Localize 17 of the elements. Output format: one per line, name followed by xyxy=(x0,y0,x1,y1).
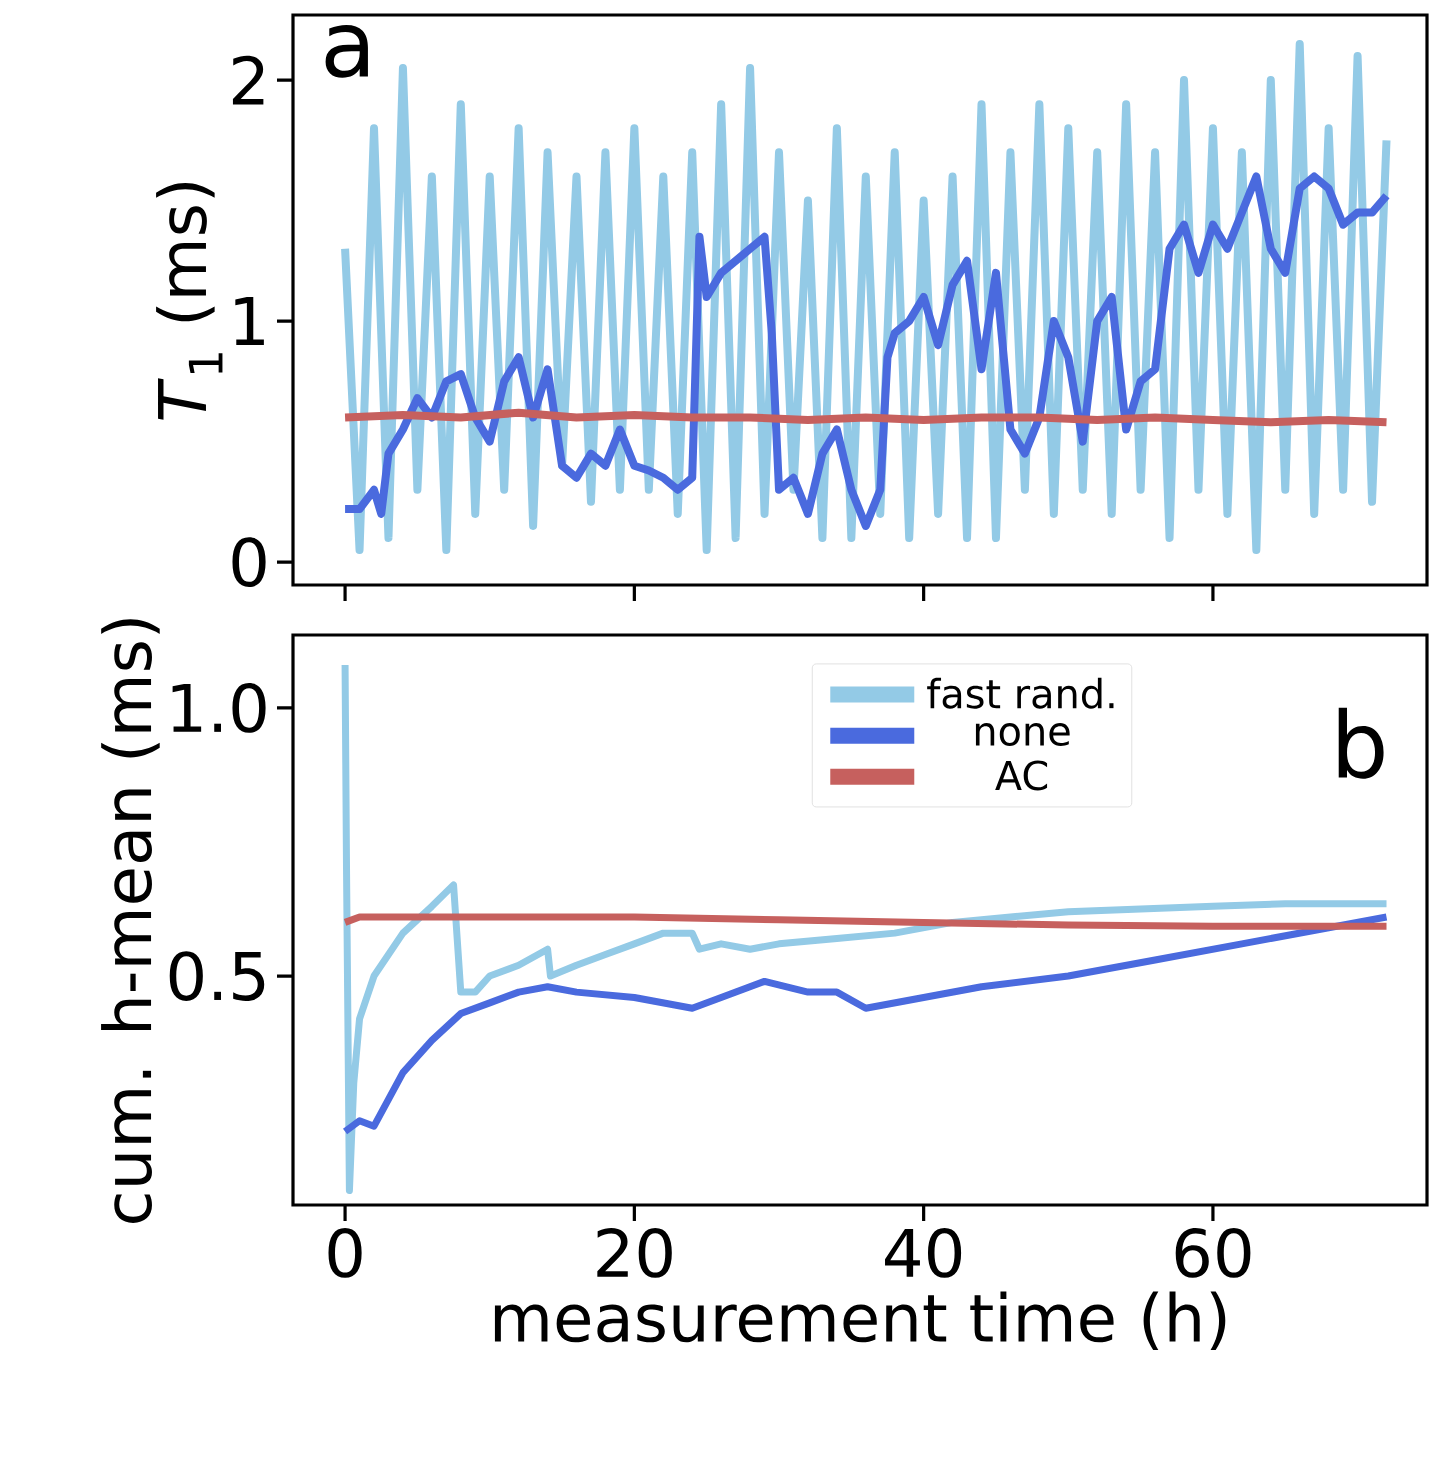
x-tick-label: 40 xyxy=(885,1228,962,1278)
y-tick-label: 2 xyxy=(232,55,264,105)
legend-label: fast rand. xyxy=(927,677,1114,709)
x-tick-label: 20 xyxy=(597,1228,672,1278)
y-axis-title: T$_{1}$ (ms) xyxy=(156,183,223,420)
y-tick-label: 0 xyxy=(232,537,266,587)
y-axis-title: cum. h-mean (ms) xyxy=(101,619,160,1223)
annotation: b xyxy=(1338,707,1384,779)
y-tick-label: 1.0 xyxy=(172,683,266,733)
annotation: a xyxy=(325,25,368,78)
y-tick-label: 1 xyxy=(235,297,264,346)
legend-label: AC xyxy=(995,760,1048,791)
x-axis-title: measurement time (h) xyxy=(494,1291,1226,1351)
x-tick-label: 0 xyxy=(328,1228,362,1278)
legend-label: none xyxy=(975,723,1070,746)
x-tick-label: 60 xyxy=(1175,1228,1251,1278)
y-tick-label: 0.5 xyxy=(169,951,265,1001)
